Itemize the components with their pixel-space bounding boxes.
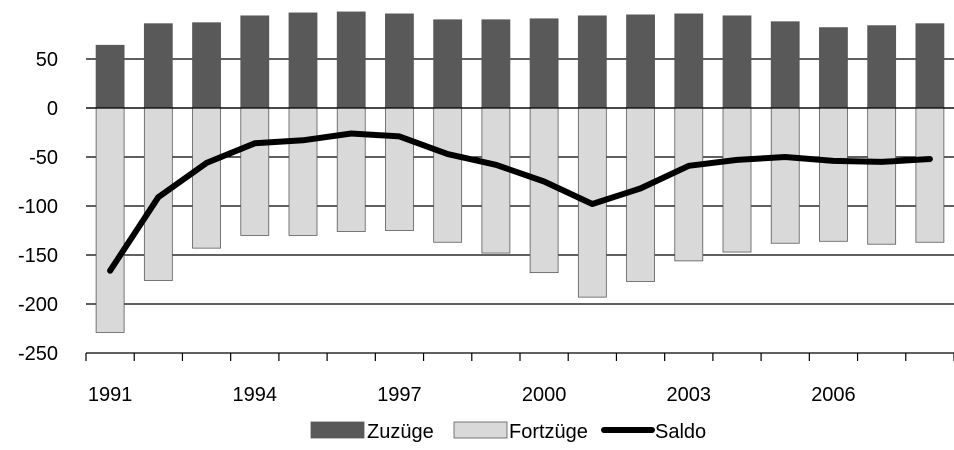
x-tick-label: 1997 xyxy=(377,384,422,406)
saldo-point xyxy=(929,158,931,160)
saldo-point xyxy=(784,156,786,158)
saldo-point xyxy=(640,187,642,189)
y-tick-label: -50 xyxy=(29,147,58,169)
zuzuege-bar xyxy=(770,21,800,109)
legend-label: Fortzüge xyxy=(509,421,588,443)
saldo-point xyxy=(447,153,449,155)
saldo-point xyxy=(736,159,738,161)
saldo-line xyxy=(107,130,933,274)
zuzuege-bar xyxy=(867,25,897,109)
zuzuege-bar xyxy=(529,18,559,109)
fortzuege-bar xyxy=(626,107,655,282)
fortzuege-bar xyxy=(288,107,318,236)
y-tick-label: -100 xyxy=(18,196,58,218)
fortzuege-bar xyxy=(433,107,463,243)
y-tick-label: -250 xyxy=(18,343,58,365)
fortzuege-bar xyxy=(529,107,559,274)
saldo-point xyxy=(495,164,497,166)
fortzuege-bar xyxy=(867,107,897,245)
zuzuege-bar xyxy=(577,15,607,109)
zuzuege-bar xyxy=(192,22,221,109)
saldo-point xyxy=(832,160,834,162)
x-axis xyxy=(85,352,954,361)
saldo-point xyxy=(398,135,400,137)
x-tick-label: 1994 xyxy=(233,384,278,406)
legend-label: Saldo xyxy=(655,421,706,443)
zuzuege-bar xyxy=(240,15,270,109)
fortzuege-bar xyxy=(770,107,800,244)
saldo-point xyxy=(881,161,883,163)
fortzuege-bar xyxy=(819,107,848,242)
zuzuege-bar xyxy=(95,44,125,109)
fortzuege-bar xyxy=(385,107,414,231)
fortzuege-bar xyxy=(192,107,221,249)
legend: Zuzüge Fortzüge Saldo xyxy=(310,421,706,443)
zuzuege-bar xyxy=(336,11,366,109)
saldo-point xyxy=(157,196,159,198)
y-tick-label: -200 xyxy=(18,294,58,316)
legend-swatch xyxy=(310,421,365,439)
zuzuege-bar xyxy=(722,15,752,109)
saldo-point xyxy=(302,139,304,141)
fortzuege-bar xyxy=(481,107,511,254)
zuzuege-bar xyxy=(288,12,318,109)
saldo-point xyxy=(254,142,256,144)
saldo-point xyxy=(591,203,593,205)
zuzuege-bar xyxy=(385,13,414,109)
saldo-point xyxy=(206,162,208,164)
x-tick-label: 2006 xyxy=(811,384,856,406)
x-tick-label: 1991 xyxy=(88,384,133,406)
zuzuege-bar xyxy=(915,23,945,109)
y-tick-label: -150 xyxy=(18,245,58,267)
zuzuege-bar xyxy=(143,23,173,109)
saldo-point xyxy=(109,270,111,272)
legend-swatch xyxy=(453,421,508,439)
y-tick-label: 50 xyxy=(36,49,58,71)
y-tick-label: 0 xyxy=(47,98,58,120)
saldo-point xyxy=(350,132,352,134)
x-tick-label: 2003 xyxy=(667,384,712,406)
legend-label: Zuzüge xyxy=(367,421,434,443)
zuzuege-bar xyxy=(626,14,655,109)
zuzuege-bar xyxy=(481,19,511,109)
zuzuege-bar xyxy=(433,19,463,109)
bars xyxy=(86,11,954,333)
fortzuege-bar xyxy=(915,107,945,243)
saldo-point xyxy=(688,165,690,167)
fortzuege-bar xyxy=(722,107,752,253)
x-tick-labels: 1991 1994 1997 2000 2003 2006 xyxy=(88,384,856,406)
saldo-point xyxy=(543,181,545,182)
fortzuege-bar xyxy=(336,107,366,232)
zuzuege-bar xyxy=(819,27,848,109)
fortzuege-bar xyxy=(674,107,704,262)
fortzuege-bar xyxy=(240,107,270,236)
saldo-line-layer xyxy=(107,130,933,274)
zuzuege-bar xyxy=(674,13,704,109)
x-tick-label: 2000 xyxy=(522,384,567,406)
fortzuege-bar xyxy=(95,107,125,333)
y-tick-labels: 50 0 -50 -100 -150 -200 -250 xyxy=(18,49,58,365)
